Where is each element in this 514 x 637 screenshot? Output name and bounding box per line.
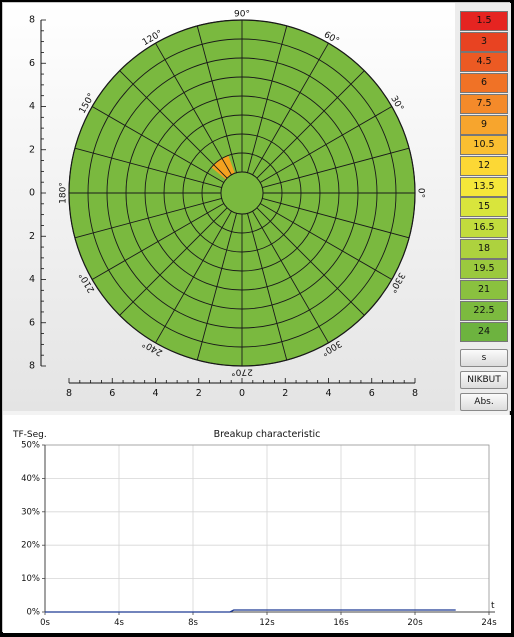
y-axis-label: 2 [29, 231, 35, 242]
scale-cell: 15 [460, 197, 508, 218]
x-axis-label: 8 [66, 388, 72, 399]
polar-map: 0°30°60°90°120°150°180°210°240°270°300°3… [29, 10, 426, 400]
x-axis-title: t [491, 601, 495, 611]
x-tick-label: 12s [259, 618, 275, 628]
y-axis-label: 0 [29, 188, 35, 199]
ring-line [125, 76, 359, 310]
ring-line [87, 38, 397, 348]
scale-cell: 19.5 [460, 259, 508, 280]
scale-cell: 3 [460, 31, 508, 52]
scale-cell: 21 [460, 280, 508, 301]
ring-line [68, 19, 416, 367]
y-axis-label: 6 [29, 58, 35, 69]
polar-map-panel: 0° 30° 60° 90° 120° 150° 180° 210° 240° 270° 300° 3… [3, 3, 455, 411]
scale-cell: 22.5 [460, 300, 508, 321]
ring-line [163, 114, 321, 272]
scale-cell: 12 [460, 155, 508, 176]
nikbut-button[interactable]: NIKBUT [460, 371, 508, 389]
y-tick-label: 20% [21, 541, 40, 551]
series-line [45, 609, 456, 613]
x-axis-label: 6 [109, 388, 115, 399]
scale-cell: 13.5 [460, 176, 508, 197]
y-tick-label: 40% [21, 474, 40, 484]
scale-cell: 9 [460, 114, 508, 135]
x-tick-label: 24s [481, 618, 497, 628]
angle-label: 90° [234, 10, 250, 20]
ring-line [201, 152, 283, 234]
y-tick-label: 50% [21, 441, 40, 451]
x-tick-label: 20s [407, 618, 423, 628]
x-tick-label: 16s [333, 618, 349, 628]
x-axis-label: 4 [152, 388, 158, 399]
angle-label: 180° [59, 182, 69, 204]
angle-label: 0° [416, 188, 426, 198]
y-axis-label: 4 [29, 274, 35, 285]
center-disc [220, 171, 264, 215]
y-axis-title: TF-Seg. [12, 430, 47, 440]
y-axis-label: 4 [29, 101, 35, 112]
unit-button[interactable]: s [460, 349, 508, 367]
x-axis-label: 8 [412, 388, 418, 399]
y-tick-label: 0% [27, 608, 41, 618]
scale-cell: 6 [460, 73, 508, 94]
x-tick-label: 4s [114, 618, 124, 628]
breakup-chart: Breakup characteristic TF-Seg. t 0% 10% 20% 30… [12, 429, 497, 628]
scale-cell: 16.5 [460, 218, 508, 238]
chart-title: Breakup characteristic [214, 429, 321, 440]
scale-cell: 10.5 [460, 135, 508, 156]
scale-cell: 1.5 [460, 11, 508, 31]
y-tick-label: 10% [21, 574, 40, 584]
y-axis-label: 8 [29, 15, 35, 26]
y-axis-label: 6 [29, 317, 35, 328]
x-axis-label: 4 [325, 388, 331, 399]
x-axis-label: 0 [239, 388, 245, 399]
highlight-segment [211, 155, 235, 180]
x-axis-label: 2 [196, 388, 202, 399]
y-axis-label: 2 [29, 144, 35, 155]
breakup-chart-panel: Breakup characteristic TF-Seg. t 0% 10% 20% 30… [3, 415, 511, 633]
ring-line [182, 133, 302, 253]
ring-line [106, 57, 378, 329]
angle-label: 270° [231, 367, 253, 377]
scale-cell: 18 [460, 238, 508, 259]
x-tick-label: 0s [40, 618, 50, 628]
scale-cell: 24 [460, 321, 508, 342]
x-axis-label: 2 [282, 388, 288, 399]
y-tick-label: 30% [21, 507, 40, 517]
y-axis-label: 8 [29, 361, 35, 372]
ring-line [144, 95, 340, 291]
x-tick-label: 8s [188, 618, 198, 628]
scale-cell: 7.5 [460, 93, 508, 114]
abs-button[interactable]: Abs. [460, 393, 508, 411]
x-axis-label: 6 [369, 388, 375, 399]
scale-cell: 4.5 [460, 52, 508, 73]
